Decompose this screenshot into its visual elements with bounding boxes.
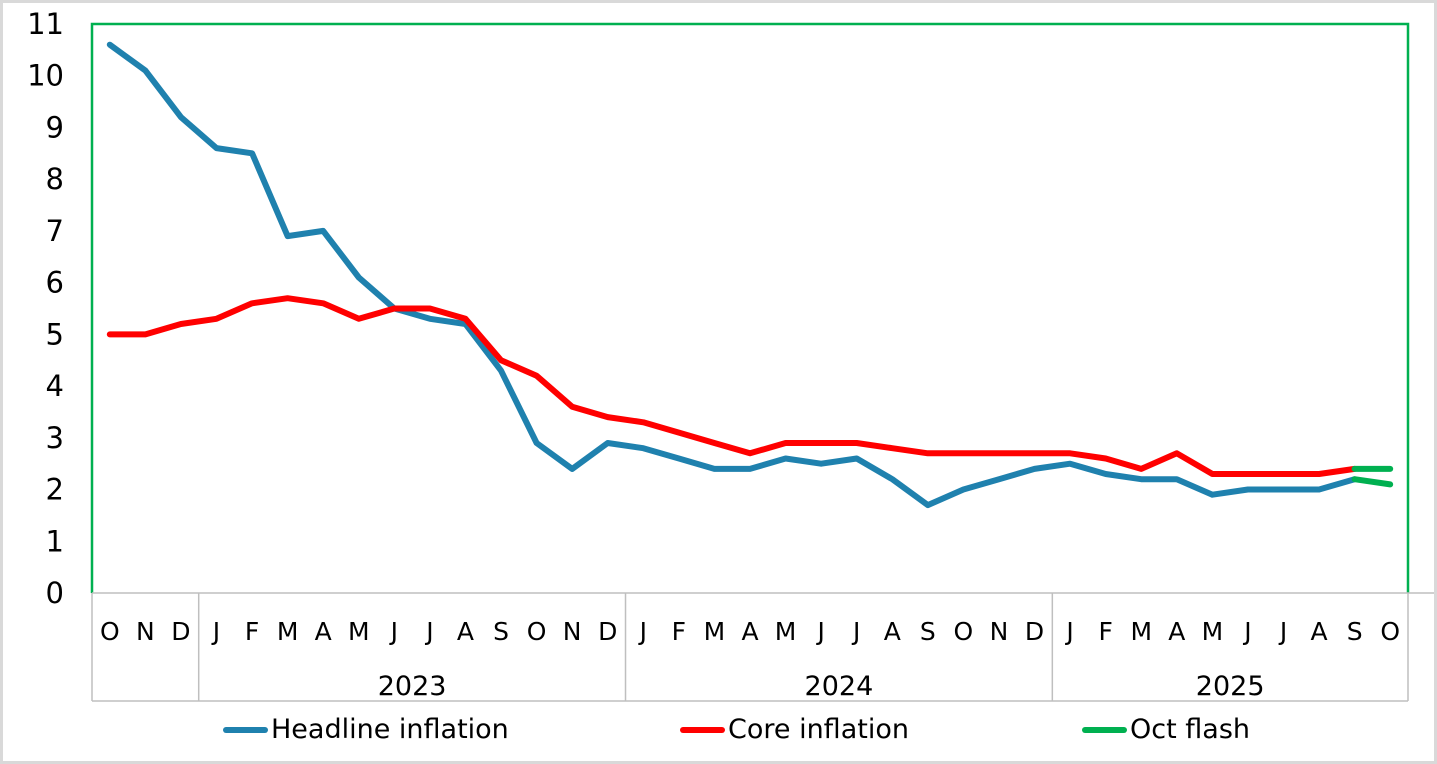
y-axis-tick-label: 0	[46, 576, 64, 610]
x-axis-month-label: M	[704, 617, 726, 646]
headline-line	[106, 41, 1358, 509]
x-axis-month-label: N	[563, 617, 582, 646]
legend-item-headline: Headline inflation	[223, 713, 509, 747]
x-axis-month-label: M	[1202, 617, 1224, 646]
x-axis-month-label: O	[1380, 617, 1400, 646]
x-axis-month-label: S	[493, 617, 509, 646]
x-axis-month-label: M	[348, 617, 370, 646]
x-axis-year-label: 2025	[1196, 671, 1265, 702]
y-axis-tick-label: 8	[46, 162, 64, 196]
x-axis-month-label: A	[884, 617, 901, 646]
x-axis-month-label: M	[1130, 617, 1152, 646]
x-axis-month-label: J	[424, 617, 433, 646]
core-line	[106, 295, 1358, 477]
x-axis-month-label: J	[1278, 617, 1287, 646]
x-axis-month-label: D	[171, 617, 190, 646]
oct-flash-line	[1351, 476, 1394, 488]
headline-line-swatch	[223, 727, 268, 733]
x-axis-month-label: J	[1242, 617, 1251, 646]
legend-label-core: Core inflation	[728, 714, 909, 745]
x-axis-month-label: A	[741, 617, 758, 646]
x-axis-month-label: A	[457, 617, 474, 646]
x-axis-month-label: J	[1064, 617, 1073, 646]
x-axis-month-label: A	[315, 617, 332, 646]
x-axis-month-label: A	[1168, 617, 1185, 646]
x-axis-month-label: N	[136, 617, 155, 646]
legend-label-headline: Headline inflation	[271, 714, 509, 745]
x-axis-month-label: D	[1025, 617, 1044, 646]
x-axis-month-label: J	[211, 617, 220, 646]
x-axis-month-label: S	[1347, 617, 1363, 646]
legend-label-oct-flash: Oct flash	[1130, 714, 1250, 745]
y-axis-tick-label: 7	[46, 214, 64, 248]
y-axis-tick-label: 11	[27, 7, 64, 41]
x-axis-month-label: F	[672, 617, 686, 646]
x-axis-month-label: J	[638, 617, 647, 646]
x-axis-month-label: S	[920, 617, 936, 646]
y-axis-tick-label: 5	[46, 317, 64, 351]
y-axis-tick-label: 10	[27, 59, 64, 93]
x-axis-year-label: 2024	[805, 671, 874, 702]
x-axis-month-label: O	[100, 617, 120, 646]
y-axis-tick-label: 2	[46, 473, 64, 507]
x-axis-month-label: N	[990, 617, 1009, 646]
y-axis-tick-label: 3	[46, 421, 64, 455]
x-axis-month-label: J	[389, 617, 398, 646]
x-axis-month-label: M	[775, 617, 797, 646]
x-axis-month-label: J	[851, 617, 860, 646]
x-axis-month-label: A	[1311, 617, 1328, 646]
legend-item-core: Core inflation	[680, 713, 909, 747]
oct-flash-line-swatch	[1082, 727, 1127, 733]
x-axis-year-label: 2023	[378, 671, 447, 702]
x-axis-month-label: D	[598, 617, 617, 646]
plot-area-border	[90, 22, 1410, 593]
x-axis-month-label: J	[815, 617, 824, 646]
y-axis-tick-label: 4	[46, 369, 64, 403]
x-axis-month-label: M	[277, 617, 299, 646]
chart-legend: Headline inflation Core inflation Oct fl…	[3, 713, 1434, 749]
x-axis-month-label: F	[245, 617, 259, 646]
x-axis-month-label: F	[1098, 617, 1112, 646]
y-axis-tick-label: 9	[46, 110, 64, 144]
core-line-swatch	[680, 727, 725, 733]
x-axis-month-label: O	[954, 617, 974, 646]
legend-item-oct-flash: Oct flash	[1082, 713, 1250, 747]
x-axis-month-label: O	[527, 617, 547, 646]
y-axis-tick-label: 6	[46, 266, 64, 300]
y-axis-tick-label: 1	[46, 524, 64, 558]
